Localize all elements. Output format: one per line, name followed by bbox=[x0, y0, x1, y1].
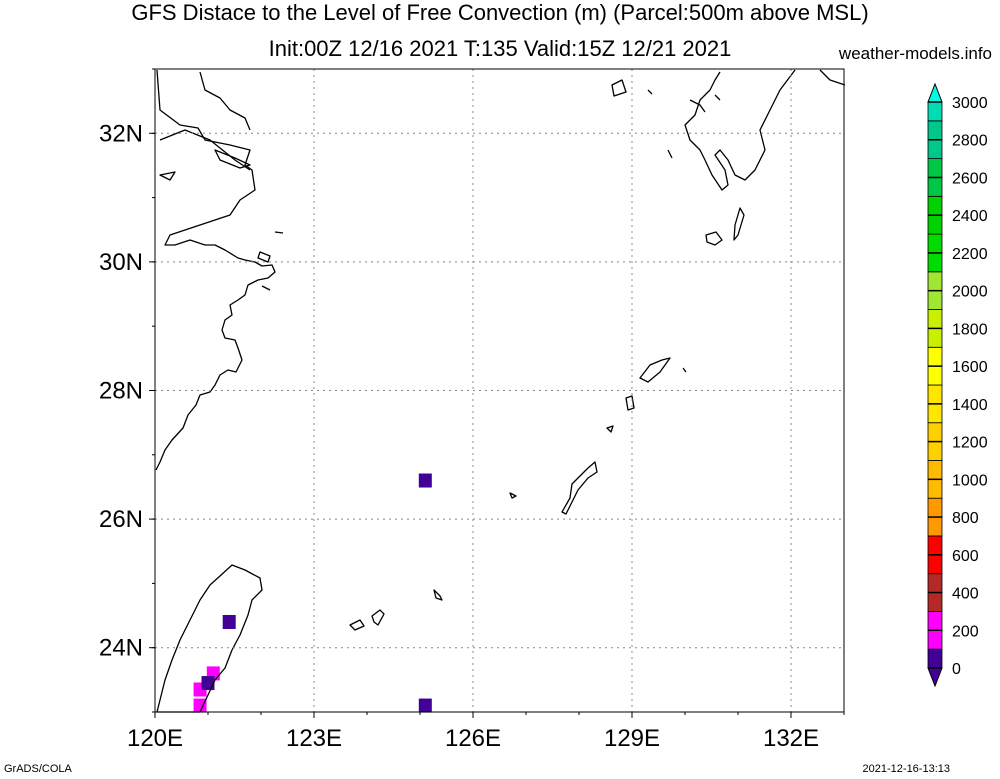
data-cells bbox=[193, 473, 432, 713]
colorbar-segment bbox=[927, 327, 943, 348]
y-tick-label: 24N bbox=[99, 635, 143, 662]
colorbar-label: 2400 bbox=[952, 208, 988, 225]
kyushu-west-islands bbox=[611, 79, 673, 159]
okinawa-island bbox=[561, 461, 598, 515]
data-cell bbox=[201, 676, 215, 691]
colorbar-segment bbox=[927, 422, 943, 443]
colorbar-label: 2200 bbox=[952, 246, 988, 263]
amami-oshima bbox=[639, 357, 671, 383]
colorbar-top-arrow bbox=[927, 82, 943, 103]
colorbar-segment bbox=[927, 460, 943, 480]
colorbar-segment bbox=[927, 554, 943, 575]
colorbar-segment bbox=[927, 573, 943, 593]
colorbar-label: 400 bbox=[952, 586, 979, 603]
colorbar-bottom-arrow bbox=[927, 667, 943, 688]
data-cell bbox=[222, 614, 236, 629]
x-tick-label: 132E bbox=[763, 725, 819, 752]
data-cell bbox=[418, 698, 432, 713]
colorbar-segment bbox=[927, 497, 943, 518]
colorbar-segment bbox=[927, 309, 943, 329]
colorbar-segment bbox=[927, 101, 943, 122]
koshiki-islands bbox=[689, 94, 721, 113]
site-label: weather-models.info bbox=[838, 44, 992, 63]
colorbar-segment bbox=[927, 648, 943, 669]
data-cell bbox=[418, 473, 432, 488]
miyako-islands bbox=[371, 609, 385, 626]
colorbar-segment bbox=[927, 516, 943, 537]
colorbar-segment bbox=[927, 346, 943, 367]
colorbar-segment bbox=[927, 139, 943, 160]
colorbar-segment bbox=[927, 233, 943, 254]
colorbar-segment bbox=[927, 535, 943, 556]
okinawa-west bbox=[509, 492, 517, 499]
zhoushan-islands bbox=[257, 231, 284, 291]
colorbar-label: 1000 bbox=[952, 472, 988, 489]
x-tick-label: 126E bbox=[445, 725, 501, 752]
yangtze-mouth bbox=[159, 129, 251, 171]
yangtze-island bbox=[214, 149, 251, 169]
colorbar-segment bbox=[927, 384, 943, 405]
hangzhou-bay bbox=[159, 171, 176, 181]
colorbar-segment bbox=[927, 158, 943, 178]
footer-software: GrADS/COLA bbox=[4, 763, 72, 775]
yaeyama-islands bbox=[349, 619, 365, 631]
colorbar-segment bbox=[927, 629, 943, 650]
colorbar-label: 0 bbox=[952, 661, 961, 678]
y-tick-label: 28N bbox=[99, 378, 143, 405]
data-cell bbox=[193, 698, 207, 713]
colorbar-segment bbox=[927, 403, 943, 424]
colorbar-segment bbox=[927, 195, 943, 216]
x-tick-label: 120E bbox=[127, 725, 183, 752]
colorbar-segment bbox=[927, 478, 943, 499]
axis-ticks: 120E 123E 126E 129E 132E 24N 26N 28N 30N 32N bbox=[99, 68, 845, 752]
colorbar-segment bbox=[927, 120, 943, 141]
colorbar-segment bbox=[927, 214, 943, 235]
colorbar-segment bbox=[927, 252, 943, 273]
northeast-coast bbox=[819, 69, 846, 86]
colorbar-label: 1200 bbox=[952, 435, 988, 452]
colorbar-segment bbox=[927, 592, 943, 612]
x-tick-label: 123E bbox=[286, 725, 342, 752]
colorbar: 0 200 400 600 800 1000 1200 1400 1600 1800 2000 220… bbox=[927, 82, 988, 688]
colorbar-label: 1600 bbox=[952, 359, 988, 376]
colorbar-label: 3000 bbox=[952, 95, 988, 112]
y-tick-label: 30N bbox=[99, 249, 143, 276]
tanegashima bbox=[733, 207, 745, 241]
colorbar-label: 600 bbox=[952, 548, 979, 565]
coastlines bbox=[155, 69, 846, 713]
colorbar-label: 1800 bbox=[952, 321, 988, 338]
colorbar-segment bbox=[927, 365, 943, 386]
daito-islands bbox=[433, 589, 443, 601]
chart-subtitle: Init:00Z 12/16 2021 T:135 Valid:15Z 12/2… bbox=[268, 36, 732, 61]
y-tick-label: 26N bbox=[99, 506, 143, 533]
colorbar-segment bbox=[927, 441, 943, 461]
kyushu-coastline bbox=[684, 69, 796, 191]
amami-small bbox=[606, 367, 687, 433]
colorbar-label: 200 bbox=[952, 623, 979, 640]
colorbar-label: 2600 bbox=[952, 170, 988, 187]
china-coastline bbox=[155, 69, 276, 471]
coast-north bbox=[199, 71, 251, 131]
colorbar-label: 2000 bbox=[952, 284, 988, 301]
colorbar-segment bbox=[927, 611, 943, 631]
colorbar-label: 2800 bbox=[952, 133, 988, 150]
colorbar-label: 1400 bbox=[952, 397, 988, 414]
x-tick-label: 129E bbox=[604, 725, 660, 752]
chart-title: GFS Distace to the Level of Free Convect… bbox=[131, 0, 869, 25]
y-tick-label: 32N bbox=[99, 120, 143, 147]
grid-lines bbox=[154, 69, 844, 712]
colorbar-segment bbox=[927, 290, 943, 310]
colorbar-label: 800 bbox=[952, 510, 979, 527]
colorbar-segment bbox=[927, 177, 943, 197]
colorbar-segment bbox=[927, 271, 943, 292]
yakushima bbox=[705, 231, 723, 246]
taiwan-coastline bbox=[156, 564, 263, 713]
footer-timestamp: 2021-12-16-13:13 bbox=[862, 763, 950, 775]
